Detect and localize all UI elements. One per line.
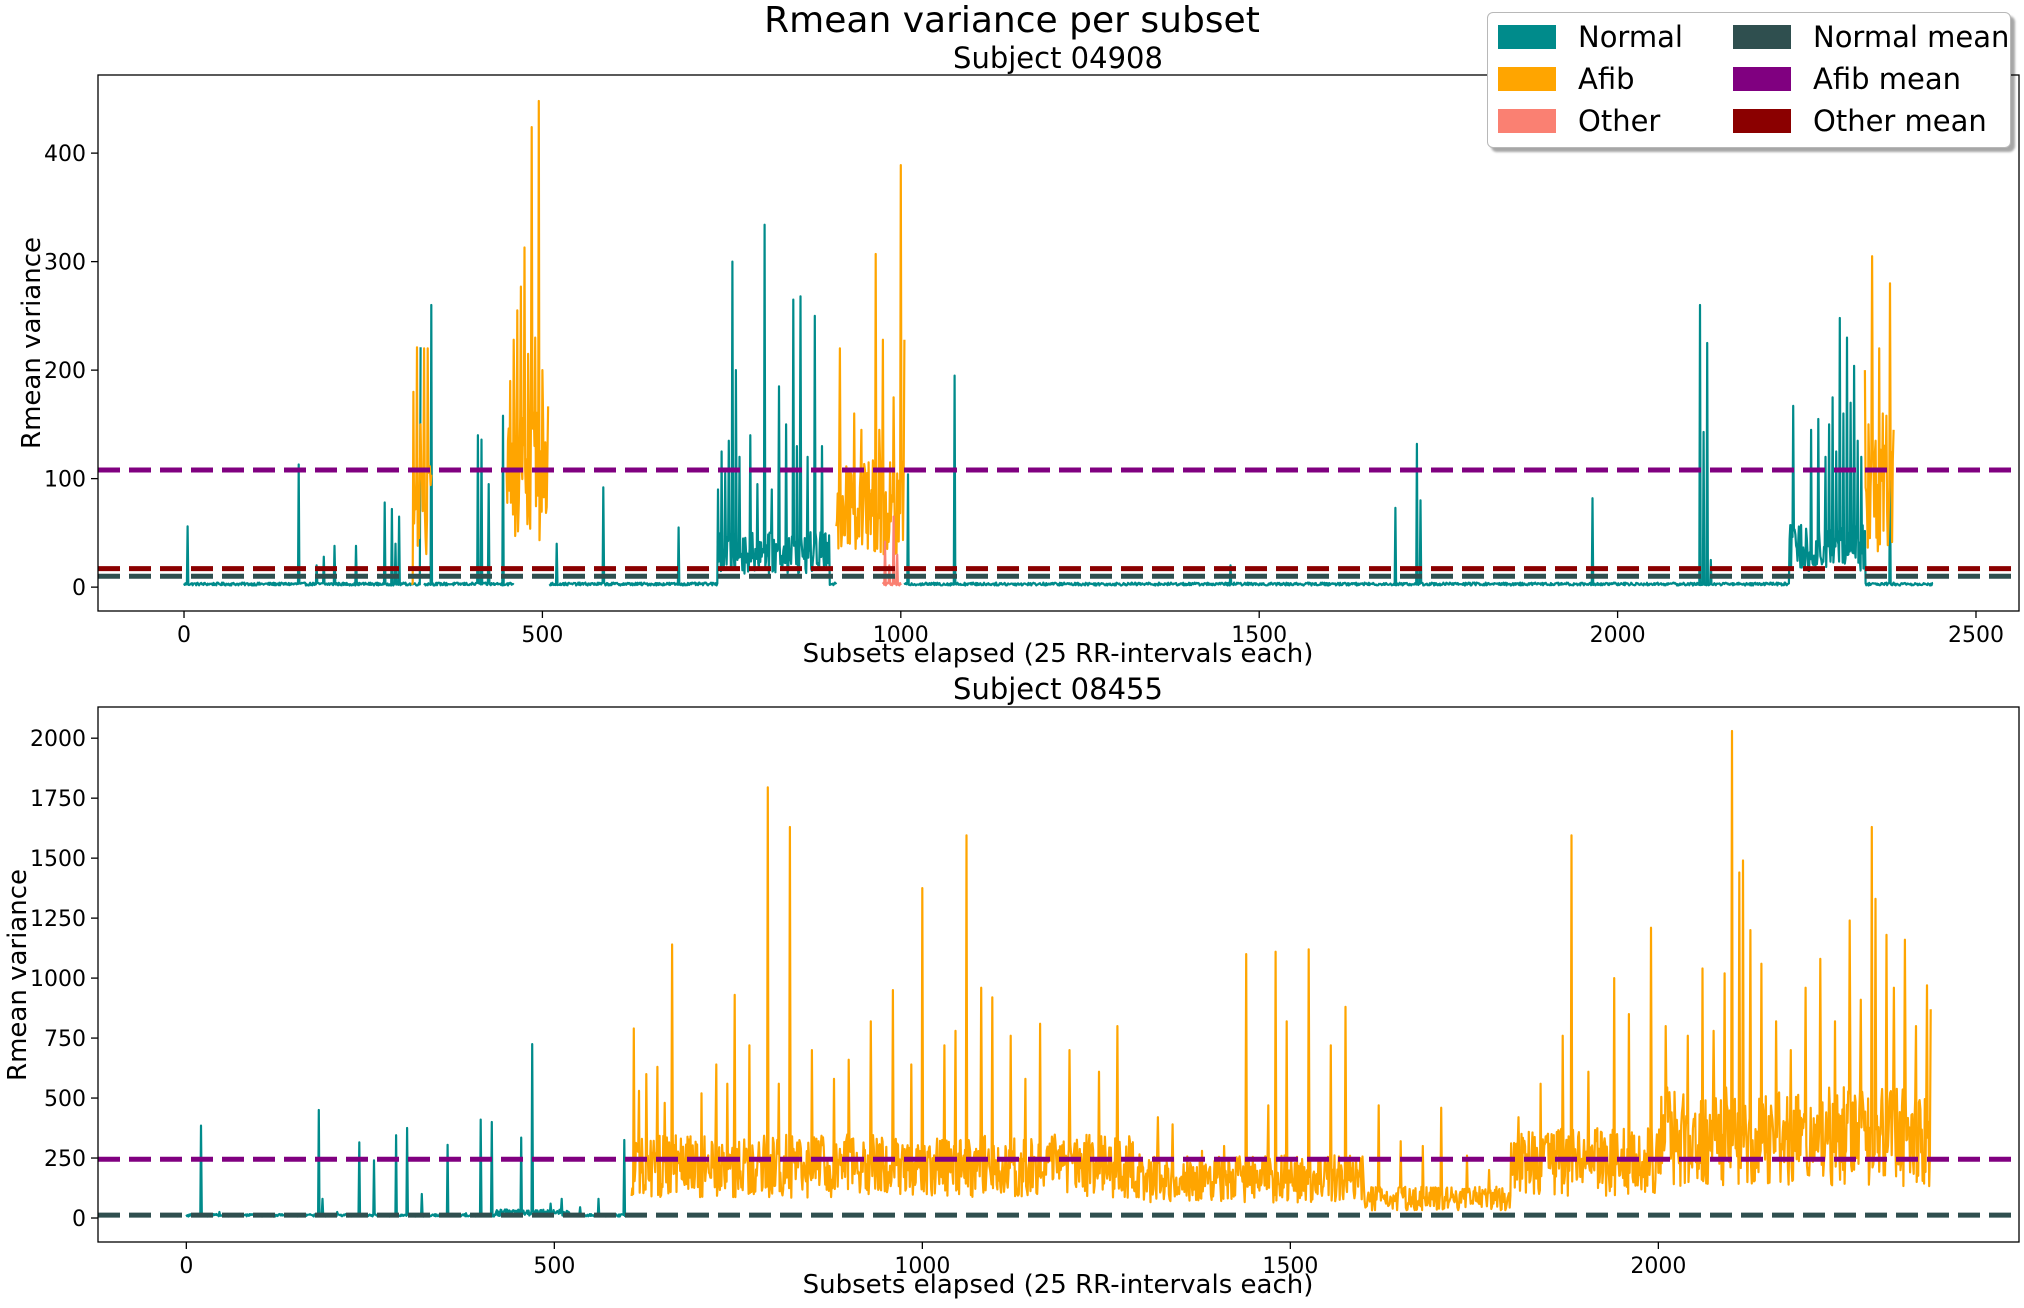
series-line-afib bbox=[1863, 255, 1895, 553]
x-tick-label: 0 bbox=[179, 1254, 193, 1279]
panel-subject-08455: Subject 08455 0 500 1000 1500 2000 0 250 500 750… bbox=[3, 672, 2020, 1300]
series-other bbox=[881, 515, 902, 587]
legend-item-afib: Afib bbox=[1498, 62, 1635, 96]
legend-swatch-other-mean bbox=[1733, 109, 1791, 133]
series-line-afib bbox=[835, 164, 906, 556]
legend-label: Normal bbox=[1578, 20, 1683, 54]
series-line-normal bbox=[548, 223, 838, 587]
axes-frame bbox=[97, 74, 2020, 612]
legend: Normal Afib Other Normal mean Afib mean … bbox=[1487, 12, 2011, 148]
panel-title: Subject 08455 bbox=[953, 672, 1163, 706]
x-tick-label: 1500 bbox=[1231, 623, 1287, 648]
y-tick-label: 200 bbox=[44, 359, 86, 384]
x-tick-label: 500 bbox=[521, 623, 563, 648]
y-tick-label: 1250 bbox=[30, 907, 86, 932]
legend-swatch-normal-mean bbox=[1733, 25, 1791, 49]
x-tick-label: 1500 bbox=[1262, 1254, 1318, 1279]
series-line-normal bbox=[185, 1043, 633, 1218]
legend-swatch-other bbox=[1498, 109, 1556, 133]
legend-item-normal: Normal bbox=[1498, 20, 1683, 54]
series-line-afib bbox=[630, 729, 1932, 1212]
panel-subject-04908: Subject 04908 0 500 1000 1500 2000 2500 0 100 20… bbox=[17, 41, 2020, 669]
x-tick-label: 500 bbox=[533, 1254, 575, 1279]
legend-item-normal-mean: Normal mean bbox=[1733, 20, 2010, 54]
series-normal bbox=[185, 1043, 633, 1218]
axes-frame bbox=[97, 706, 2020, 1243]
legend-label: Afib bbox=[1578, 62, 1635, 96]
y-tick-label: 1000 bbox=[30, 967, 86, 992]
x-tick-label: 2500 bbox=[1948, 623, 2004, 648]
x-tick-label: 1000 bbox=[894, 1254, 950, 1279]
y-tick-label: 750 bbox=[44, 1027, 86, 1052]
series-line-normal bbox=[183, 347, 422, 587]
legend-swatch-normal bbox=[1498, 25, 1556, 49]
x-tick-label: 0 bbox=[177, 623, 191, 648]
y-tick-label: 100 bbox=[44, 468, 86, 493]
legend-swatch-afib bbox=[1498, 67, 1556, 91]
x-tick-label: 1000 bbox=[873, 623, 929, 648]
legend-label: Other mean bbox=[1813, 104, 1987, 138]
legend-item-other-mean: Other mean bbox=[1733, 104, 1987, 138]
x-tick-label: 2000 bbox=[1590, 623, 1646, 648]
figure-title: Rmean variance per subset bbox=[764, 0, 1260, 41]
y-tick-label: 2000 bbox=[30, 727, 86, 752]
y-axis-label: Rmean variance bbox=[17, 237, 47, 449]
legend-label: Other bbox=[1578, 104, 1661, 138]
legend-swatch-afib-mean bbox=[1733, 67, 1791, 91]
series-line-other bbox=[881, 515, 902, 587]
y-tick-label: 300 bbox=[44, 251, 86, 276]
tick-marks: 0 500 1000 1500 2000 2500 0 100 200 300 400 bbox=[44, 142, 2004, 648]
y-axis-label: Rmean variance bbox=[3, 869, 33, 1081]
y-tick-label: 1500 bbox=[30, 847, 86, 872]
series-afib bbox=[630, 729, 1932, 1212]
x-axis-label: Subsets elapsed (25 RR-intervals each) bbox=[803, 1270, 1314, 1300]
legend-item-other: Other bbox=[1498, 104, 1661, 138]
y-tick-label: 250 bbox=[44, 1147, 86, 1172]
plot-area bbox=[98, 729, 2019, 1218]
y-tick-label: 500 bbox=[44, 1087, 86, 1112]
series-line-afib bbox=[505, 99, 550, 542]
series-line-normal bbox=[903, 303, 1934, 587]
x-axis-label: Subsets elapsed (25 RR-intervals each) bbox=[803, 639, 1314, 669]
y-tick-label: 0 bbox=[72, 1207, 86, 1232]
series-normal bbox=[183, 223, 1934, 587]
y-tick-label: 0 bbox=[72, 576, 86, 601]
legend-label: Normal mean bbox=[1813, 20, 2010, 54]
panel-title: Subject 04908 bbox=[953, 41, 1163, 75]
x-tick-label: 2000 bbox=[1630, 1254, 1686, 1279]
plot-area bbox=[98, 99, 2019, 587]
y-tick-label: 1750 bbox=[30, 787, 86, 812]
series-afib bbox=[410, 99, 1895, 586]
tick-marks: 0 500 1000 1500 2000 0 250 500 750 1000 1250 1500 17… bbox=[30, 727, 1686, 1279]
y-tick-label: 400 bbox=[44, 142, 86, 167]
series-line-normal bbox=[423, 303, 515, 587]
legend-label: Afib mean bbox=[1813, 62, 1961, 96]
legend-item-afib-mean: Afib mean bbox=[1733, 62, 1961, 96]
series-line-afib bbox=[410, 346, 433, 586]
